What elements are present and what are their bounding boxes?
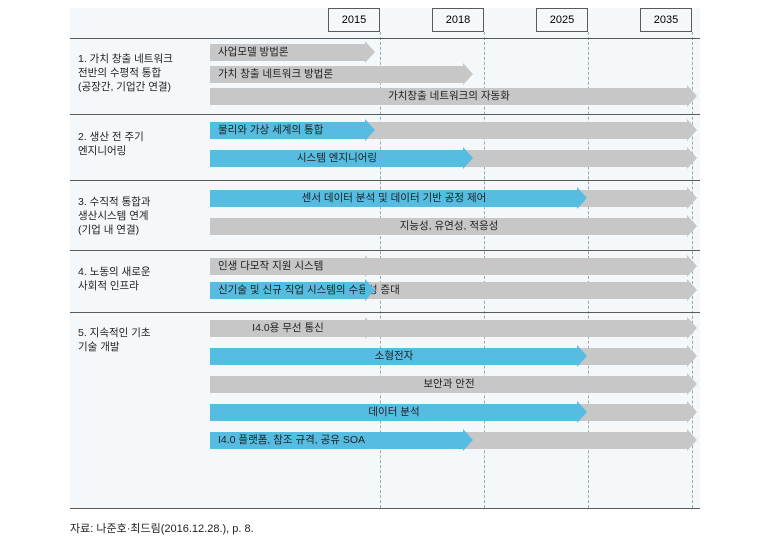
timeline-bar: 센서 데이터 분석 및 데이터 기반 공정 제어 [210,190,578,207]
timeline-bar: 소형전자 [210,348,578,365]
timeline-bar: 보안과 안전 [210,376,688,393]
source-citation: 자료: 나준호·최드림(2016.12.28.), p. 8. [70,520,254,536]
category-separator [70,312,700,313]
timeline-bar: I4.0용 무선 통신 [210,320,366,337]
timeline-bar: 시스템 엔지니어링 [210,150,464,167]
year-2025: 2025 [536,8,588,32]
category-label: 5. 지속적인 기초기술 개발 [78,326,198,354]
category-label: 1. 가치 창출 네트워크전반의 수평적 통합(공장간, 기업간 연결) [78,52,198,95]
bar-tail [578,190,688,207]
category-label: 4. 노동의 새로운사회적 인프라 [78,265,198,293]
bar-tail [464,150,688,167]
bar-tail [578,404,688,421]
timeline-bar: I4.0 플랫폼, 참조 규격, 공유 SOA [210,432,464,449]
bar-tail [464,432,688,449]
bar-tail [578,348,688,365]
year-2015: 2015 [328,8,380,32]
year-header-row: 2015 2018 2025 2035 [328,8,748,36]
timeline-bar: 사업모델 방법론 [210,44,366,61]
category-separator [70,508,700,509]
timeline-bar: 데이터 분석 [210,404,578,421]
year-2035: 2035 [640,8,692,32]
category-separator [70,250,700,251]
timeline-bar: 신기술 및 신규 직업 시스템의 수용성 증대 [210,282,366,299]
bar-tail [366,320,688,337]
category-label: 2. 생산 전 주기엔지니어링 [78,130,198,158]
year-2018: 2018 [432,8,484,32]
category-separator [70,114,700,115]
timeline-bar: 지능성, 유연성, 적응성 [210,218,688,235]
timeline-bar: 가치창출 네트워크의 자동화 [210,88,688,105]
bar-tail [366,258,688,275]
category-separator [70,180,700,181]
bar-tail [366,282,688,299]
header-separator [70,38,700,39]
timeline-bar: 가치 창출 네트워크 방법론 [210,66,464,83]
timeline-bar: 인생 다모작 지원 시스템 [210,258,366,275]
category-label: 3. 수직적 통합과생산시스템 연계(기업 내 연결) [78,195,198,238]
timeline-bar: 물리와 가상 세계의 통합 [210,122,366,139]
bar-tail [366,122,688,139]
